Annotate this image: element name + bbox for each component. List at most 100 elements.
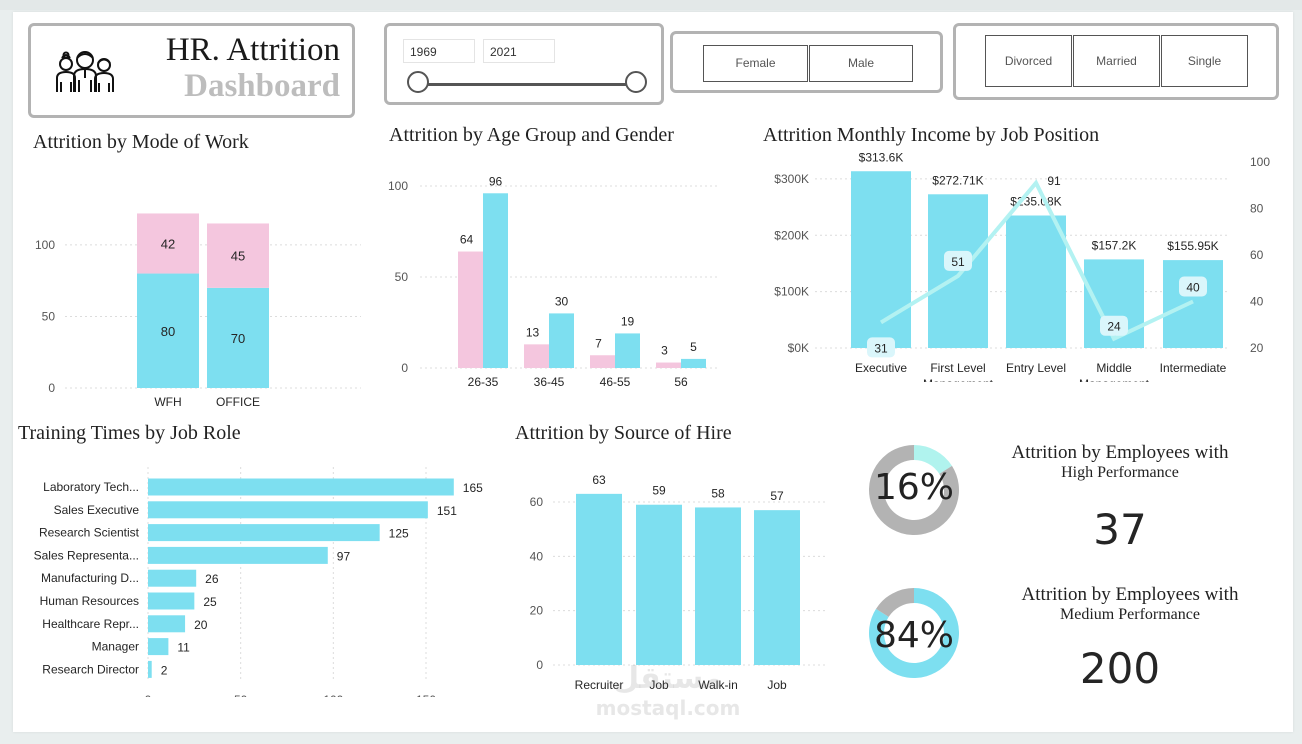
data-label: 63	[592, 473, 606, 487]
donut-medium-performance	[869, 588, 959, 678]
chart-mode-of-work: 0 50 100 80 42 WFH 70 45 OFFICE	[35, 213, 361, 409]
x-tick-label: 46-55	[600, 375, 631, 389]
marital-option-divorced[interactable]: Divorced	[985, 35, 1072, 87]
x-tick-label: 150	[416, 693, 436, 697]
y-tick-label: 50	[395, 270, 409, 284]
data-label: 30	[555, 294, 569, 308]
y-tick-label: Research Scientist	[39, 526, 140, 540]
chart-title-source-hire: Attrition by Source of Hire	[515, 422, 732, 444]
gender-option-female[interactable]: Female	[703, 45, 808, 82]
marital-option-single[interactable]: Single	[1161, 35, 1248, 87]
y-left-tick-label: $0K	[788, 341, 809, 355]
donut-slice	[869, 445, 959, 535]
kpi-high-subtitle: High Performance	[1061, 464, 1179, 481]
y-tick-label: 100	[35, 238, 55, 252]
kpi-medium-subtitle: Medium Performance	[1060, 606, 1200, 623]
gender-option-male[interactable]: Male	[809, 45, 913, 82]
data-label: 97	[337, 549, 351, 563]
bar	[148, 501, 428, 519]
data-label: 80	[161, 324, 175, 339]
marital-option-married[interactable]: Married	[1073, 35, 1160, 87]
top-strip	[0, 0, 1302, 10]
year-slider-track[interactable]	[419, 83, 641, 86]
x-tick-label: Job	[767, 678, 787, 692]
bar-data-label: $272.71K	[932, 173, 983, 187]
x-tick-label: First Level	[930, 361, 985, 375]
y-right-tick-label: 60	[1250, 248, 1264, 262]
x-tick-label: Executive	[855, 361, 907, 375]
data-label: 25	[203, 595, 217, 609]
title-card: HR. Attrition Dashboard	[28, 23, 355, 118]
line-data-label: 40	[1186, 281, 1200, 295]
line-data-label: 24	[1107, 320, 1121, 334]
bar	[458, 251, 483, 368]
line-data-label: 51	[951, 255, 965, 269]
y-tick-label: Manager	[92, 640, 139, 654]
bar	[636, 504, 682, 665]
bar-segment	[137, 213, 199, 274]
x-tick-label: Event	[762, 695, 793, 697]
x-tick-label: Portal	[643, 695, 674, 697]
line-series	[879, 179, 1194, 342]
y-tick-label: 0	[48, 381, 55, 395]
dashboard-subtitle: Dashboard	[184, 68, 340, 104]
chart-title-mode-of-work: Attrition by Mode of Work	[33, 131, 249, 153]
year-slider-start-handle[interactable]	[407, 71, 429, 93]
data-label: 96	[489, 174, 503, 188]
y-tick-label: Manufacturing D...	[41, 571, 139, 585]
bar	[656, 362, 681, 368]
watermark: مستقل mostaql.com	[573, 661, 763, 721]
y-tick-label: 50	[42, 309, 56, 323]
data-label: 165	[463, 481, 483, 495]
y-tick-label: Healthcare Repr...	[42, 617, 139, 631]
bar	[524, 344, 549, 368]
line-data-label-bg	[1179, 276, 1207, 297]
data-label: 70	[231, 331, 245, 346]
donut-slice	[869, 588, 959, 678]
bar	[851, 171, 911, 348]
watermark-arabic: مستقل	[613, 661, 723, 696]
bar-data-label: $313.6K	[859, 152, 904, 164]
line-data-label-bg	[1100, 315, 1128, 336]
kpi-medium-value: 200	[1079, 644, 1161, 693]
year-start-input[interactable]: 1969	[403, 39, 475, 63]
y-tick-label: 0	[536, 658, 543, 672]
data-label: 19	[621, 314, 635, 328]
donut-high-performance	[869, 445, 959, 535]
line-data-label: 31	[874, 341, 888, 355]
data-label: 58	[711, 486, 725, 500]
x-tick-label: WFH	[154, 395, 181, 409]
x-tick-label: Job	[649, 678, 669, 692]
x-tick-label: Management	[923, 377, 994, 382]
year-end-input[interactable]: 2021	[483, 39, 555, 63]
data-label: 2	[161, 663, 168, 677]
x-tick-label: 100	[323, 693, 343, 697]
y-left-tick-label: $200K	[774, 228, 809, 242]
bar	[549, 313, 574, 368]
y-left-tick-label: $100K	[774, 285, 809, 299]
x-tick-label: Walk-in	[698, 678, 738, 692]
chart-age-gender: 0 50 100 64 96 26-35 13 30 36-45 7 19 46-55 3 5 56	[388, 174, 718, 389]
y-tick-label: Laboratory Tech...	[43, 480, 139, 494]
bar	[576, 493, 622, 665]
data-label: 57	[770, 489, 784, 503]
gender-slicer: Female Male	[670, 31, 943, 93]
data-label: 13	[526, 325, 540, 339]
data-label: 64	[460, 233, 474, 247]
bar	[1006, 215, 1066, 348]
kpi-medium-title: Attrition by Employees with	[1021, 584, 1239, 605]
bar	[695, 507, 741, 665]
bar	[148, 592, 195, 610]
line-data-label-bg	[944, 250, 972, 271]
y-tick-label: 20	[530, 604, 544, 618]
data-label: 59	[652, 484, 666, 498]
donut-medium-label: 84%	[873, 615, 954, 656]
people-group-icon	[53, 46, 117, 98]
chart-title-income-position: Attrition Monthly Income by Job Position	[763, 124, 1100, 146]
bar-segment	[137, 273, 199, 388]
bar	[148, 638, 169, 656]
dashboard-canvas: HR. Attrition Dashboard 1969 2021 Female…	[13, 12, 1293, 732]
kpi-high-title: Attrition by Employees with	[1011, 442, 1229, 463]
year-slider-end-handle[interactable]	[625, 71, 647, 93]
data-label: 5	[690, 340, 697, 354]
